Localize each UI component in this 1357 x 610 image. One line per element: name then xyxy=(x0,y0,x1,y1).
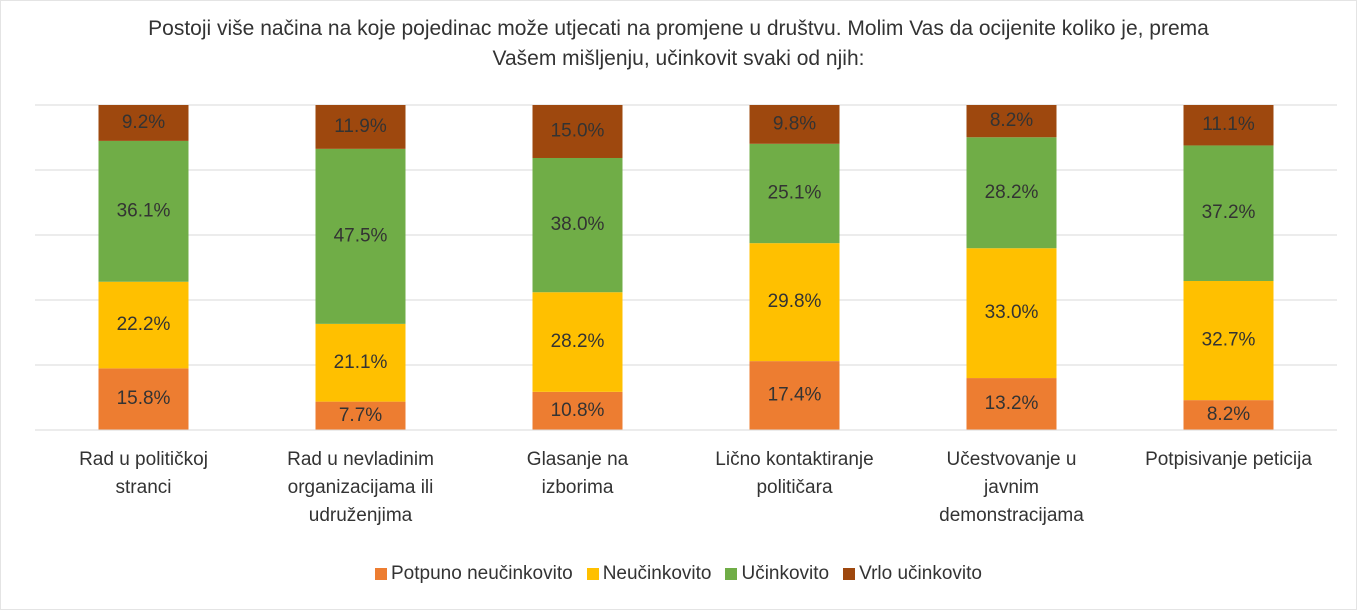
bar-segment xyxy=(315,105,406,149)
bar-segment xyxy=(966,378,1057,430)
x-tick-label: Rad u političkoj stranci xyxy=(79,449,208,498)
data-label: 11.9% xyxy=(334,116,387,137)
bar-segment xyxy=(749,361,840,430)
bar-segment xyxy=(315,401,406,430)
bar-segment xyxy=(98,105,189,141)
bar-segment xyxy=(749,243,840,362)
data-label: 36.1% xyxy=(117,200,171,221)
data-label: 22.2% xyxy=(117,314,171,335)
bar-segment xyxy=(98,368,189,430)
chart-title: Postoji više načina na koje pojedinac mo… xyxy=(148,17,1209,70)
title-wrap: Postoji više načina na koje pojedinac mo… xyxy=(0,14,1357,74)
data-label: 8.2% xyxy=(990,110,1033,131)
x-tick-label: Lično kontaktiranje političara xyxy=(715,449,874,498)
bar-segment xyxy=(1183,280,1274,401)
data-label: 33.0% xyxy=(985,302,1039,323)
bar-segment xyxy=(98,281,189,369)
x-tick-label: Rad u nevladinim organizacijama ili udru… xyxy=(287,449,434,526)
bar-segment xyxy=(1183,145,1274,281)
legend-label: Vrlo učinkovito xyxy=(859,563,982,584)
bar-segment xyxy=(966,105,1057,138)
data-label: 9.2% xyxy=(122,112,165,133)
bar-segment xyxy=(966,248,1057,379)
legend-swatch xyxy=(843,568,856,580)
legend-label: Učinkovito xyxy=(741,563,830,584)
x-tick-label: Glasanje na izborima xyxy=(526,449,629,498)
data-label: 32.7% xyxy=(1202,330,1256,351)
bar-segment xyxy=(532,391,623,430)
data-label: 21.1% xyxy=(334,352,388,373)
data-label: 25.1% xyxy=(768,182,822,203)
legend-item: Neučinkovito xyxy=(586,563,712,585)
data-label: 17.4% xyxy=(768,385,822,406)
data-label: 28.2% xyxy=(551,331,605,352)
legend: Potpuno neučinkovito Neučinkovito Učinkovi… xyxy=(0,563,1357,585)
bar-segment xyxy=(315,148,406,324)
data-label: 8.2% xyxy=(1207,404,1250,425)
data-label: 7.7% xyxy=(339,405,382,426)
data-label: 38.0% xyxy=(551,214,605,235)
legend-label: Neučinkovito xyxy=(602,563,712,584)
bar-segment xyxy=(1183,105,1274,146)
data-label: 29.8% xyxy=(768,291,822,312)
legend-swatch xyxy=(586,568,599,580)
data-label: 13.2% xyxy=(985,393,1039,414)
bar-segment xyxy=(1183,400,1274,430)
legend-label: Potpuno neučinkovito xyxy=(391,563,573,584)
bar-segment xyxy=(966,137,1057,249)
data-label: 9.8% xyxy=(773,113,816,134)
legend-item: Vrlo učinkovito xyxy=(843,563,982,585)
bar-segment xyxy=(532,157,623,293)
data-label: 15.8% xyxy=(117,388,171,409)
data-label: 37.2% xyxy=(1202,202,1256,223)
data-label: 28.2% xyxy=(985,182,1039,203)
data-label: 47.5% xyxy=(334,225,388,246)
data-label: 10.8% xyxy=(551,400,605,421)
data-label: 11.1% xyxy=(1202,114,1255,135)
bar-segment xyxy=(532,105,623,158)
x-tick-label: Potpisivanje peticija xyxy=(1145,449,1312,470)
legend-item: Učinkovito xyxy=(725,563,829,585)
legend-swatch xyxy=(725,568,738,580)
bar-segment xyxy=(315,323,406,402)
legend-item: Potpuno neučinkovito xyxy=(375,563,573,585)
bar-segment xyxy=(749,143,840,244)
bar-segment xyxy=(749,105,840,144)
bar-segment xyxy=(98,140,189,282)
x-tick-label: Učestvovanje u javnim demonstracijama xyxy=(939,449,1084,526)
data-label: 15.0% xyxy=(551,121,605,142)
bar-segment xyxy=(532,292,623,392)
legend-swatch xyxy=(375,568,387,580)
